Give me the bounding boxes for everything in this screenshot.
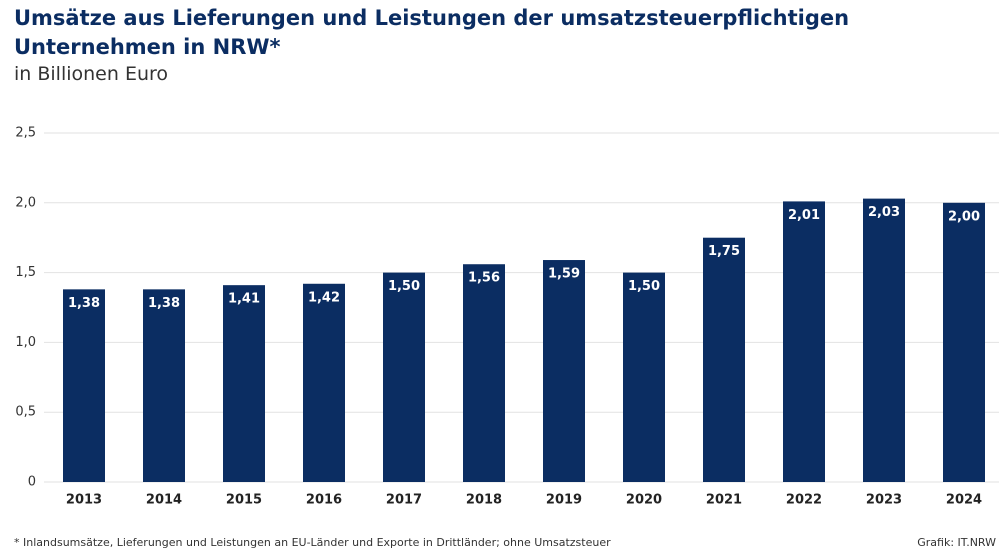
value-label: 1,59 [548, 267, 580, 282]
x-tick-label: 2020 [626, 493, 662, 508]
value-label: 1,42 [308, 290, 340, 305]
bar [143, 289, 185, 482]
y-tick-label: 2,0 [15, 195, 36, 210]
y-tick-label: 0,5 [15, 405, 36, 420]
y-tick-label: 1,5 [15, 265, 36, 280]
bar [303, 283, 345, 482]
value-label: 1,75 [708, 244, 740, 259]
value-label: 1,41 [228, 292, 260, 307]
y-tick-label: 0 [28, 475, 36, 490]
bar [623, 272, 665, 482]
x-tick-label: 2018 [466, 493, 502, 508]
y-tick-label: 1,0 [15, 335, 36, 350]
value-label: 1,50 [388, 279, 420, 294]
value-label: 1,50 [628, 279, 660, 294]
bar [703, 237, 745, 482]
y-tick-label: 2,5 [15, 126, 36, 141]
x-tick-label: 2014 [146, 493, 182, 508]
value-label: 1,38 [148, 296, 180, 311]
chart-title: Umsätze aus Lieferungen und Leistungen d… [14, 6, 850, 59]
bar [863, 198, 905, 482]
x-tick-label: 2019 [546, 493, 582, 508]
x-tick-label: 2021 [706, 493, 742, 508]
x-tick-label: 2015 [226, 493, 262, 508]
source: Grafik: IT.NRW [917, 536, 996, 549]
value-label: 2,01 [788, 208, 820, 223]
x-tick-label: 2016 [306, 493, 342, 508]
x-tick-label: 2024 [946, 493, 982, 508]
x-tick-label: 2017 [386, 493, 422, 508]
chart-subtitle: in Billionen Euro [14, 63, 169, 85]
value-label: 2,03 [868, 205, 900, 220]
value-label: 1,56 [468, 271, 500, 286]
bar [63, 289, 105, 482]
footnote: * Inlandsumsätze, Lieferungen und Leistu… [14, 536, 611, 549]
x-tick-label: 2023 [866, 493, 902, 508]
value-label: 1,38 [68, 296, 100, 311]
x-tick-label: 2022 [786, 493, 822, 508]
value-label: 2,00 [948, 209, 980, 224]
bar [943, 202, 985, 483]
x-tick-label: 2013 [66, 493, 102, 508]
bar [463, 264, 505, 482]
bar [223, 285, 265, 482]
bar [543, 260, 585, 482]
bar [783, 201, 825, 483]
bar [383, 272, 425, 482]
